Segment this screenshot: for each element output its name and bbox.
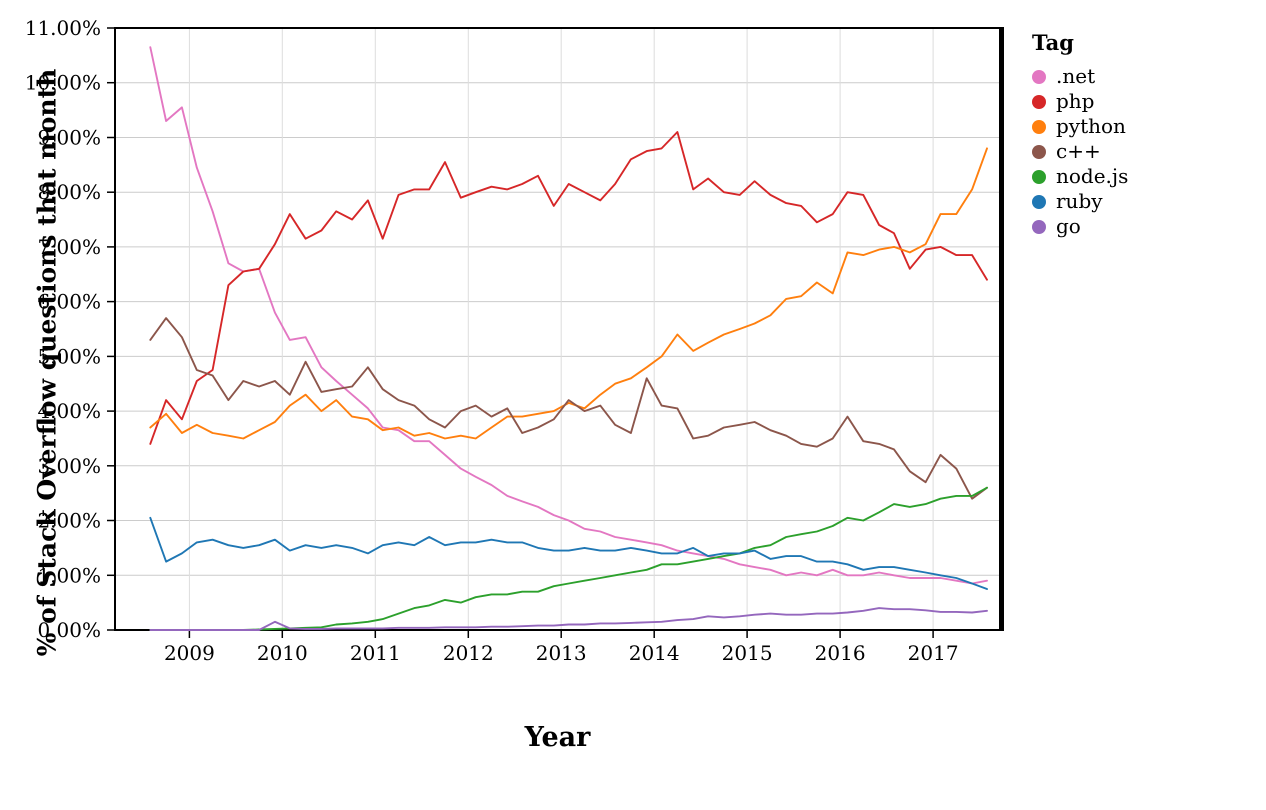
y-tick-label: 9.00%	[37, 126, 101, 150]
legend-item-label: php	[1056, 89, 1095, 113]
x-tick-label: 2011	[350, 641, 401, 665]
legend-title: Tag	[1032, 30, 1074, 55]
legend-swatch-icon	[1032, 94, 1046, 109]
y-tick-label: 11.00%	[25, 16, 101, 40]
legend-item-label: .net	[1056, 64, 1096, 88]
series-line-python	[149, 147, 988, 440]
y-tick-label: 3.00%	[37, 454, 101, 478]
legend-item-ruby: ruby	[1032, 189, 1128, 214]
y-tick-label: 2.00%	[37, 509, 101, 533]
legend-swatch-icon	[1032, 169, 1046, 184]
y-tick-label: 7.00%	[37, 235, 101, 259]
legend-items: .net php python c++ node.js ruby go	[1032, 64, 1128, 239]
y-tick-label: 6.00%	[37, 290, 101, 314]
legend-item-label: go	[1056, 214, 1081, 238]
series-line-go	[149, 607, 988, 631]
legend-swatch-icon	[1032, 144, 1046, 159]
legend-item-python: python	[1032, 114, 1128, 139]
legend-item-go: go	[1032, 214, 1128, 239]
series-line-c++	[149, 317, 988, 500]
legend-item-node.js: node.js	[1032, 164, 1128, 189]
y-axis-title: % of Stack Overflow questions that month	[32, 68, 62, 657]
y-tick-label: 10.00%	[25, 71, 101, 95]
x-tick-label: 2013	[536, 641, 587, 665]
legend-item-.net: .net	[1032, 64, 1128, 89]
x-tick-label: 2017	[908, 641, 959, 665]
x-tick-label: 2015	[722, 641, 773, 665]
series-line-php	[149, 131, 988, 445]
x-tick-label: 2014	[629, 641, 680, 665]
legend-swatch-icon	[1032, 194, 1046, 209]
series-line-node.js	[149, 486, 988, 631]
legend-item-label: c++	[1056, 139, 1101, 163]
y-tick-label: 0.00%	[37, 618, 101, 642]
y-tick-label: 5.00%	[37, 344, 101, 368]
series-line-.net	[149, 46, 988, 585]
x-tick-label: 2016	[815, 641, 866, 665]
x-tick-label: 2012	[443, 641, 494, 665]
legend: Tag .net php python c++ node.js ruby go	[1032, 30, 1128, 239]
legend-swatch-icon	[1032, 119, 1046, 134]
x-tick-label: 2010	[257, 641, 308, 665]
legend-item-c++: c++	[1032, 139, 1128, 164]
plot-frame	[114, 27, 1001, 631]
legend-item-label: ruby	[1056, 189, 1103, 213]
legend-swatch-icon	[1032, 69, 1046, 84]
y-tick-label: 4.00%	[37, 399, 101, 423]
x-axis-title: Year	[524, 722, 591, 753]
y-tick-label: 1.00%	[37, 563, 101, 587]
legend-item-label: python	[1056, 114, 1126, 138]
series-line-ruby	[149, 516, 988, 590]
y-tick-label: 8.00%	[37, 180, 101, 204]
legend-swatch-icon	[1032, 219, 1046, 234]
legend-item-label: node.js	[1056, 164, 1129, 188]
legend-item-php: php	[1032, 89, 1128, 114]
x-tick-label: 2009	[164, 641, 215, 665]
